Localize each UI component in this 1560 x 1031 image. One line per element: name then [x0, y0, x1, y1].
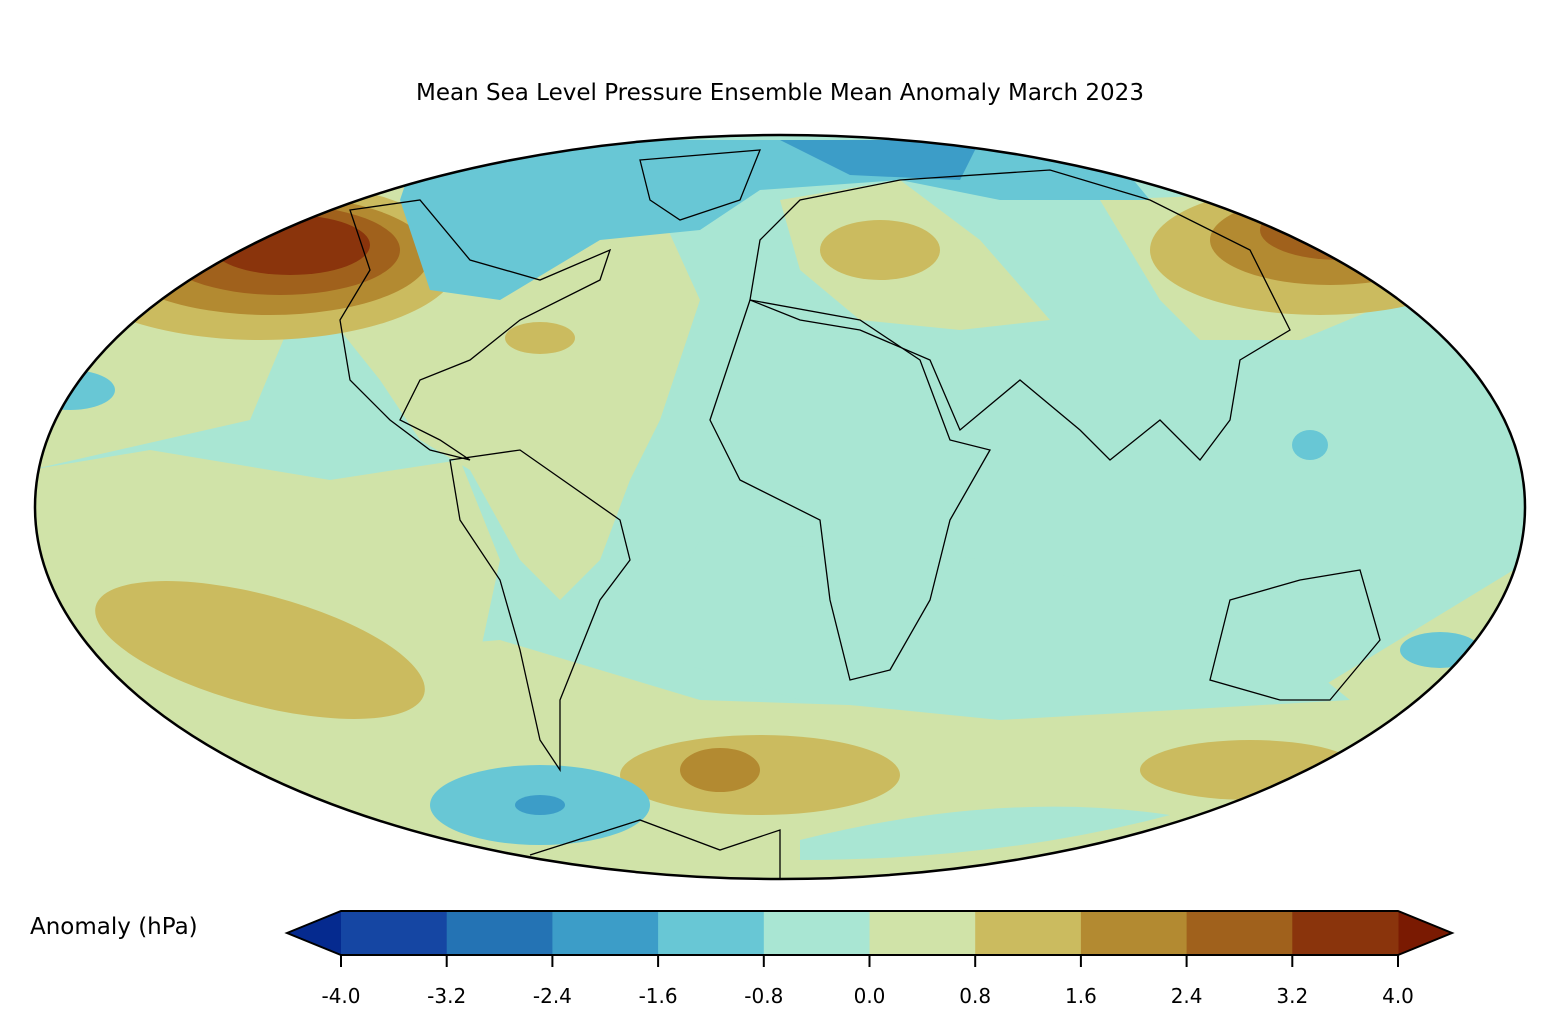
colorbar-segment [1186, 911, 1293, 955]
map-title: Mean Sea Level Pressure Ensemble Mean An… [416, 80, 1144, 106]
region-south-low-2 [515, 795, 565, 815]
coast-greenland [639, 149, 761, 221]
region-south-atlantic-high [620, 735, 900, 815]
colorbar-segment [1292, 911, 1399, 955]
region-south-indian-high [1140, 740, 1360, 800]
region-pacific-edge-low [35, 370, 115, 410]
colorbar-tick-label: 2.4 [1170, 984, 1203, 1008]
colorbar-tick-label: -1.6 [638, 984, 678, 1008]
region-nw-pacific-high-2 [1210, 195, 1450, 285]
colorbar-tick-label: -2.4 [532, 984, 572, 1008]
colorbar-segment [975, 911, 1082, 955]
colorbar-segment [552, 911, 659, 955]
coastlines [339, 149, 1381, 879]
colorbar [284, 910, 1455, 967]
region-arctic-low [400, 140, 1150, 300]
colorbar-segment [341, 911, 448, 955]
coast-australia [1209, 569, 1381, 701]
region-russia-high [820, 220, 940, 280]
region-antarctic-coast [800, 806, 1170, 860]
colorbar-under-arrow [287, 911, 341, 955]
colorbar-tick-label: 1.6 [1064, 984, 1097, 1008]
coast-eurasia [749, 169, 1291, 461]
region-atlantic-small [505, 322, 575, 354]
colorbar-tick-label: -0.8 [744, 984, 784, 1008]
colorbar-tick-label: 3.2 [1276, 984, 1309, 1008]
region-indian-ocean [640, 540, 1350, 720]
region-alaska-high-4 [210, 215, 370, 275]
region-arctic-core [780, 140, 980, 180]
colorbar-tick-label: -3.2 [427, 984, 467, 1008]
coast-south-america [449, 449, 631, 773]
colorbar-segment [446, 911, 553, 955]
colorbar-over-arrow [1398, 911, 1452, 955]
colorbar-tick-label: -4.0 [321, 984, 361, 1008]
coast-africa [709, 299, 991, 681]
colorbar-tick-label: 0.0 [853, 984, 886, 1008]
map-border [33, 133, 1527, 881]
colorbar-label: Anomaly (hPa) [30, 914, 198, 940]
colorbar-tick-label: 0.8 [959, 984, 992, 1008]
region-south-pacific-high [95, 581, 425, 719]
colorbar-segment [658, 911, 765, 955]
colorbar-segment [763, 911, 870, 955]
region-south-atlantic-core [680, 748, 760, 792]
coast-north-america [339, 199, 612, 461]
region-west-pacific-low [1292, 430, 1328, 460]
coast-antarctica [529, 819, 781, 879]
colorbar-segment [869, 911, 976, 955]
region-nw-pacific-high-3 [1260, 200, 1420, 260]
anomaly-field [35, 135, 1525, 879]
colorbar-segment [1080, 911, 1188, 955]
colorbar-tick-label: 4.0 [1382, 984, 1414, 1008]
